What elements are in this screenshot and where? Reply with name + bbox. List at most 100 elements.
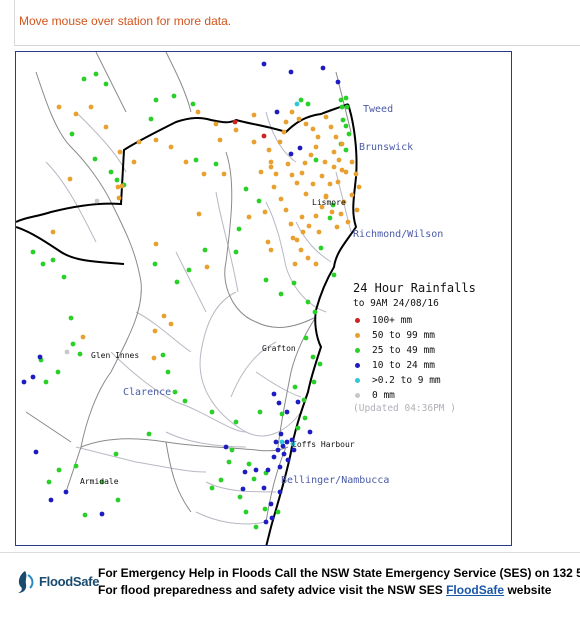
station-25-49mm[interactable] [171, 93, 177, 99]
station-50-99mm[interactable] [349, 159, 355, 165]
station-25-49mm[interactable] [56, 467, 62, 473]
station-25-49mm[interactable] [343, 123, 349, 129]
station-25-49mm[interactable] [236, 226, 242, 232]
station-25-49mm[interactable] [310, 354, 316, 360]
station-50-99mm[interactable] [67, 176, 73, 182]
station-25-49mm[interactable] [153, 97, 159, 103]
station-50-99mm[interactable] [80, 334, 86, 340]
station-50-99mm[interactable] [308, 152, 314, 158]
station-0-2-9mm[interactable] [290, 441, 296, 447]
station-25-49mm[interactable] [298, 97, 304, 103]
station-10-24mm[interactable] [268, 501, 274, 507]
station-10-24mm[interactable] [223, 444, 229, 450]
station-25-49mm[interactable] [70, 341, 76, 347]
station-50-99mm[interactable] [313, 261, 319, 267]
station-0mm[interactable] [64, 349, 70, 355]
station-25-49mm[interactable] [61, 274, 67, 280]
station-10-24mm[interactable] [265, 467, 271, 473]
station-50-99mm[interactable] [294, 237, 300, 243]
station-25-49mm[interactable] [292, 384, 298, 390]
station-50-99mm[interactable] [341, 199, 347, 205]
station-25-49mm[interactable] [343, 95, 349, 101]
station-25-49mm[interactable] [344, 104, 350, 110]
station-25-49mm[interactable] [305, 101, 311, 107]
station-25-49mm[interactable] [291, 280, 297, 286]
station-50-99mm[interactable] [278, 196, 284, 202]
station-25-49mm[interactable] [213, 161, 219, 167]
station-50-99mm[interactable] [328, 124, 334, 130]
station-25-49mm[interactable] [114, 177, 120, 183]
station-50-99mm[interactable] [271, 184, 277, 190]
station-25-49mm[interactable] [279, 411, 285, 417]
station-50-99mm[interactable] [333, 134, 339, 140]
station-10-24mm[interactable] [30, 374, 36, 380]
station-50-99mm[interactable] [258, 169, 264, 175]
station-50-99mm[interactable] [339, 167, 345, 173]
station-50-99mm[interactable] [356, 184, 362, 190]
station-25-49mm[interactable] [340, 117, 346, 123]
station-50-99mm[interactable] [303, 121, 309, 127]
station-10-24mm[interactable] [271, 454, 277, 460]
station-50-99mm[interactable] [299, 170, 305, 176]
station-10-24mm[interactable] [48, 497, 54, 503]
station-10-24mm[interactable] [269, 515, 275, 521]
station-25-49mm[interactable] [103, 81, 109, 87]
station-50-99mm[interactable] [331, 164, 337, 170]
station-50-99mm[interactable] [246, 214, 252, 220]
station-10-24mm[interactable] [99, 511, 105, 517]
station-10-24mm[interactable] [253, 467, 259, 473]
rainfall-map[interactable]: Tweed Brunswick Richmond/Wilson Clarence… [15, 51, 512, 546]
station-25-49mm[interactable] [346, 131, 352, 137]
station-25-49mm[interactable] [263, 277, 269, 283]
station-10-24mm[interactable] [33, 449, 39, 455]
station-10-24mm[interactable] [21, 379, 27, 385]
station-25-49mm[interactable] [55, 369, 61, 375]
station-25-49mm[interactable] [202, 247, 208, 253]
station-25-49mm[interactable] [237, 494, 243, 500]
station-50-99mm[interactable] [310, 126, 316, 132]
station-25-49mm[interactable] [174, 279, 180, 285]
station-25-49mm[interactable] [209, 409, 215, 415]
station-25-49mm[interactable] [172, 389, 178, 395]
station-25-49mm[interactable] [69, 131, 75, 137]
station-50-99mm[interactable] [115, 184, 121, 190]
station-25-49mm[interactable] [186, 267, 192, 273]
station-10-24mm[interactable] [63, 489, 69, 495]
station-50-99mm[interactable] [116, 195, 122, 201]
station-50-99mm[interactable] [268, 247, 274, 253]
station-50-99mm[interactable] [303, 191, 309, 197]
station-25-49mm[interactable] [256, 198, 262, 204]
station-25-49mm[interactable] [152, 261, 158, 267]
station-50-99mm[interactable] [329, 209, 335, 215]
station-50-99mm[interactable] [289, 109, 295, 115]
station-50-99mm[interactable] [319, 173, 325, 179]
station-25-49mm[interactable] [278, 291, 284, 297]
station-50-99mm[interactable] [349, 192, 355, 198]
station-50-99mm[interactable] [266, 147, 272, 153]
station-25-49mm[interactable] [108, 169, 114, 175]
station-25-49mm[interactable] [343, 147, 349, 153]
station-25-49mm[interactable] [40, 261, 46, 267]
station-50-99mm[interactable] [131, 159, 137, 165]
station-50-99mm[interactable] [316, 229, 322, 235]
station-50-99mm[interactable] [152, 328, 158, 334]
station-25-49mm[interactable] [93, 71, 99, 77]
station-25-49mm[interactable] [243, 186, 249, 192]
station-25-49mm[interactable] [331, 272, 337, 278]
station-10-24mm[interactable] [284, 439, 290, 445]
station-10-24mm[interactable] [273, 439, 279, 445]
station-25-49mm[interactable] [160, 352, 166, 358]
station-25-49mm[interactable] [190, 101, 196, 107]
station-10-24mm[interactable] [297, 145, 303, 151]
station-10-24mm[interactable] [278, 431, 284, 437]
station-50-99mm[interactable] [296, 116, 302, 122]
station-50-99mm[interactable] [290, 235, 296, 241]
station-25-49mm[interactable] [182, 398, 188, 404]
station-25-49mm[interactable] [113, 451, 119, 457]
station-25-49mm[interactable] [73, 463, 79, 469]
station-10-24mm[interactable] [277, 489, 283, 495]
station-25-49mm[interactable] [313, 157, 319, 163]
station-10-24mm[interactable] [242, 469, 248, 475]
station-50-99mm[interactable] [345, 219, 351, 225]
station-25-49mm[interactable] [262, 506, 268, 512]
